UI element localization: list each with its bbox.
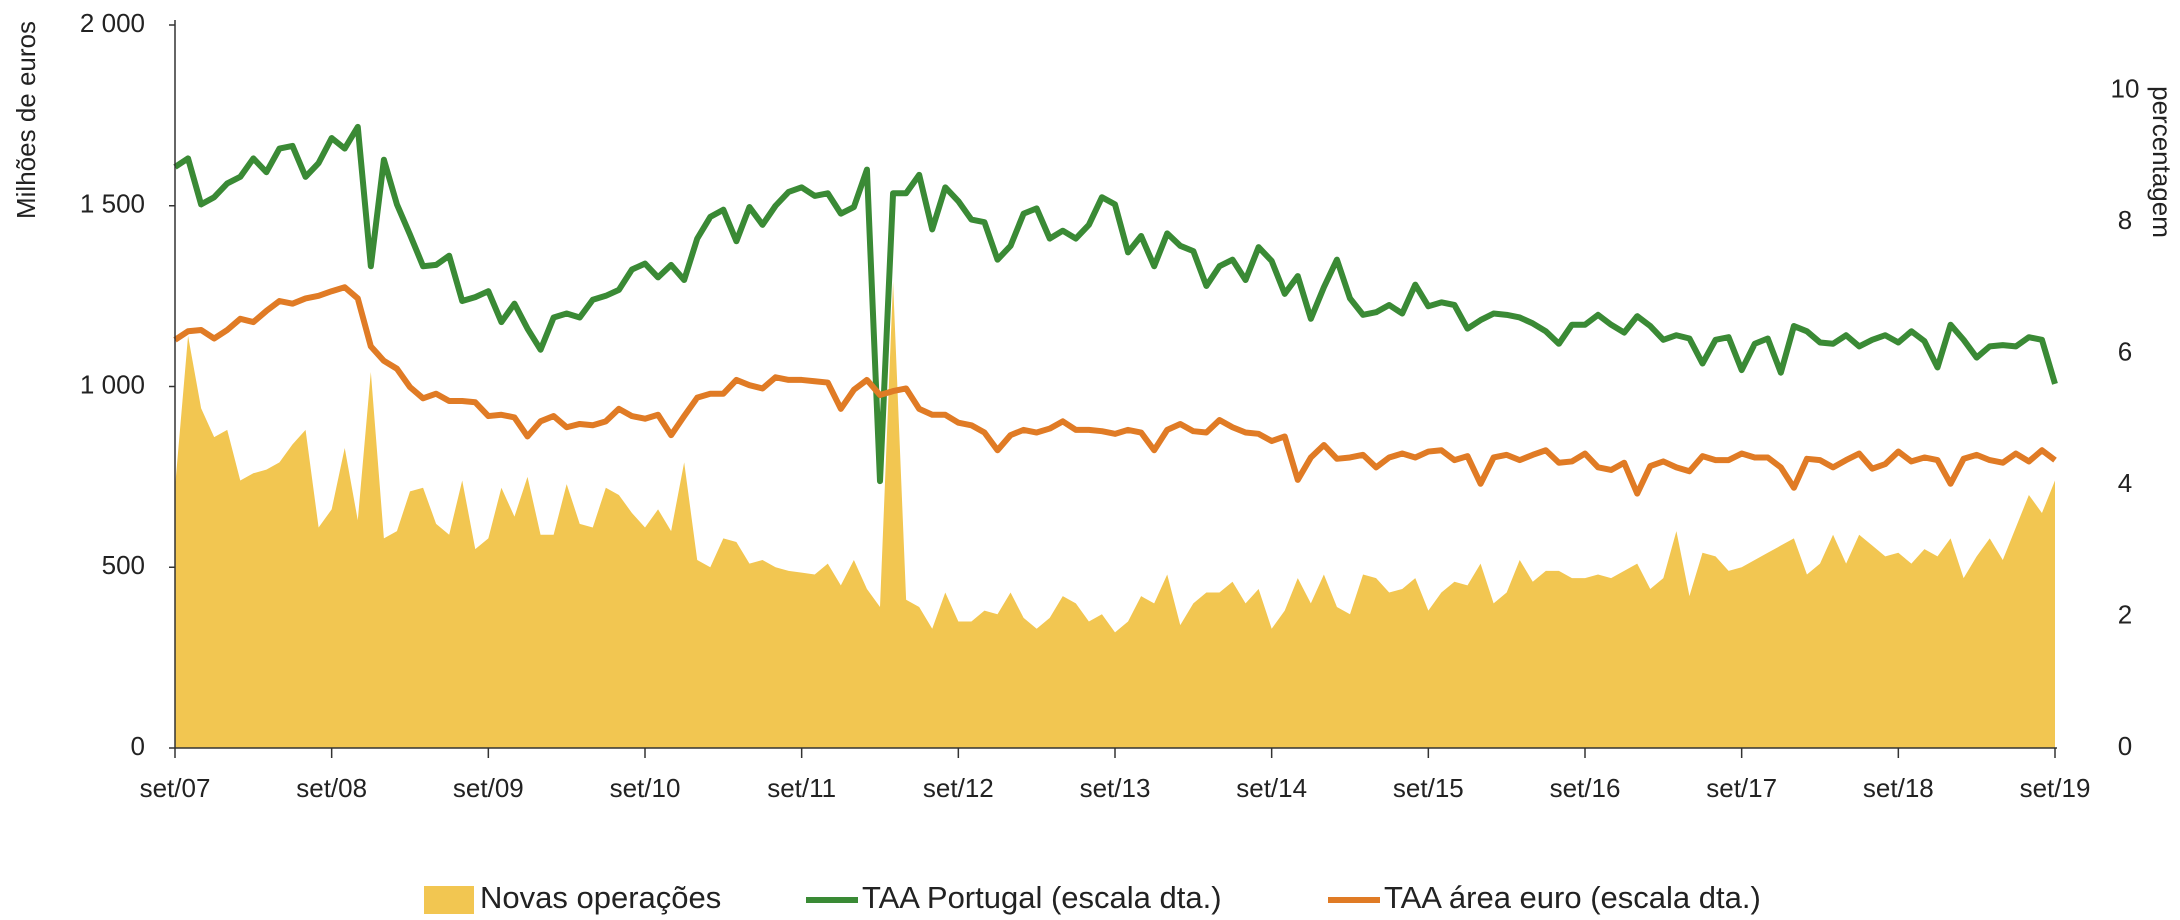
y-tick-label: 0 bbox=[131, 731, 145, 761]
legend-label: TAA Portugal (escala dta.) bbox=[862, 880, 1222, 915]
area bbox=[175, 281, 2055, 748]
x-tick-label: set/11 bbox=[767, 773, 836, 803]
x-tick-label: set/09 bbox=[453, 773, 524, 803]
y2-axis-label: percentagem bbox=[2147, 86, 2177, 238]
y2-tick-label: 6 bbox=[2118, 337, 2132, 367]
x-tick-label: set/19 bbox=[2020, 773, 2091, 803]
legend-label: TAA área euro (escala dta.) bbox=[1384, 880, 1761, 915]
y-tick-label: 1 000 bbox=[80, 369, 145, 399]
x-tick-label: set/13 bbox=[1080, 773, 1151, 803]
x-tick-label: set/07 bbox=[140, 773, 211, 803]
legend-swatch bbox=[424, 886, 474, 914]
y2-tick-label: 2 bbox=[2118, 599, 2132, 629]
y2-tick-label: 0 bbox=[2118, 731, 2132, 761]
y-axis-label: Milhões de euros bbox=[11, 21, 41, 219]
x-tick-label: set/10 bbox=[610, 773, 681, 803]
legend-label: Novas operações bbox=[480, 880, 721, 915]
x-tick-label: set/18 bbox=[1863, 773, 1934, 803]
x-tick-label: set/17 bbox=[1706, 773, 1777, 803]
y-tick-label: 2 000 bbox=[80, 8, 145, 38]
x-tick-label: set/16 bbox=[1550, 773, 1621, 803]
y2-tick-label: 8 bbox=[2118, 205, 2132, 235]
x-tick-label: set/15 bbox=[1393, 773, 1464, 803]
x-tick-label: set/12 bbox=[923, 773, 994, 803]
x-tick-label: set/14 bbox=[1236, 773, 1307, 803]
line bbox=[173, 123, 2058, 485]
y2-tick-label: 10 bbox=[2111, 74, 2140, 104]
y-tick-label: 1 500 bbox=[80, 189, 145, 219]
y2-tick-label: 4 bbox=[2118, 468, 2132, 498]
y-tick-label: 500 bbox=[102, 550, 145, 580]
line bbox=[173, 284, 2057, 497]
x-tick-label: set/08 bbox=[296, 773, 367, 803]
